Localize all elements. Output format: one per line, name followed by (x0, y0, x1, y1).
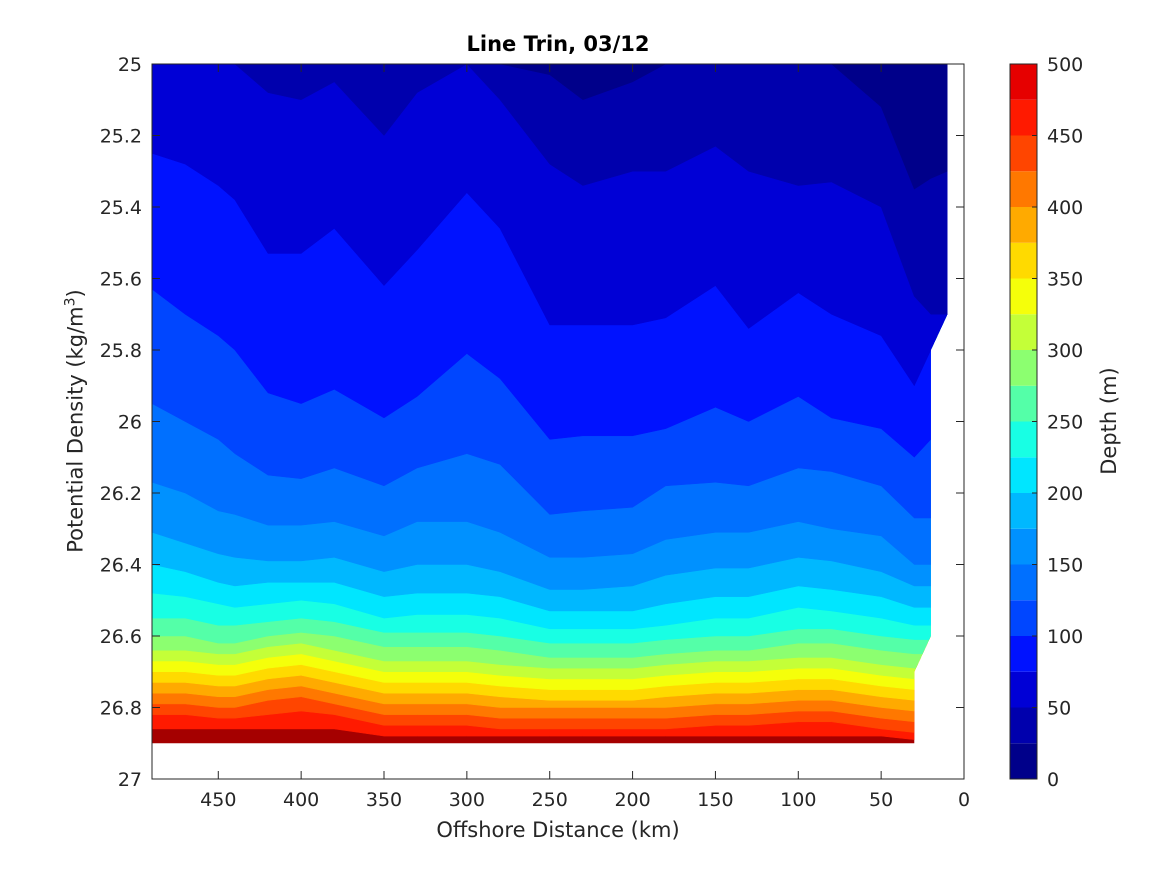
y-tick-label: 25 (118, 54, 142, 76)
y-tick-label: 25.6 (100, 269, 142, 291)
y-tick-label: 26.2 (100, 483, 142, 505)
y-tick-label: 25.8 (100, 340, 142, 362)
x-tick-label: 150 (697, 789, 733, 811)
contour-band-50 (152, 64, 948, 315)
x-tick-label: 300 (449, 789, 485, 811)
colorbar-label: Depth (m) (1097, 367, 1121, 475)
colorbar: 0 50 100 150 200 250 300 350 400 450 500 (1009, 54, 1083, 791)
colorbar-tick-label: 400 (1047, 197, 1083, 219)
colorbar-segment (1010, 64, 1037, 100)
colorbar-segment (1010, 528, 1037, 565)
y-tick-label: 26.8 (100, 698, 142, 720)
x-tick-label: 400 (283, 789, 319, 811)
colorbar-segment (1010, 671, 1037, 708)
y-tick-label: 25.2 (100, 126, 142, 148)
colorbar-tick-label: 0 (1047, 769, 1059, 791)
y-axis-label: Potential Density (kg/m3) (63, 289, 88, 553)
y-tick-label: 26.4 (100, 555, 142, 577)
colorbar-tick-label: 200 (1047, 483, 1083, 505)
y-axis: 25 25.2 25.4 25.6 25.8 26 26.2 26.4 26.6 26.8 27 (100, 54, 964, 791)
contour-band-25 (152, 64, 948, 190)
colorbar-segment (1010, 707, 1037, 744)
x-tick-label: 350 (366, 789, 402, 811)
y-tick-label: 25.4 (100, 197, 142, 219)
colorbar-segment (1010, 135, 1037, 172)
chart-title: Line Trin, 03/12 (466, 32, 650, 56)
colorbar-segment (1010, 421, 1037, 458)
colorbar-segment (1010, 385, 1037, 422)
y-axis-label-superscript: 3 (62, 297, 79, 307)
colorbar-segment (1010, 743, 1037, 779)
colorbar-segment (1010, 207, 1037, 243)
x-tick-label: 50 (869, 789, 893, 811)
colorbar-tick-label: 100 (1047, 626, 1083, 648)
colorbar-segment (1010, 564, 1037, 601)
colorbar-tick-label: 300 (1047, 340, 1083, 362)
colorbar-tick-label: 150 (1047, 555, 1083, 577)
colorbar-segment (1010, 350, 1037, 386)
colorbar-tick-label: 500 (1047, 54, 1083, 76)
colorbar-segment (1010, 600, 1037, 636)
colorbar-tick-label: 50 (1047, 698, 1071, 720)
y-tick-label: 26.6 (100, 626, 142, 648)
x-axis-label: Offshore Distance (km) (436, 818, 680, 842)
x-tick-label: 450 (200, 789, 236, 811)
x-tick-label: 100 (780, 789, 816, 811)
y-tick-label: 27 (118, 769, 142, 791)
colorbar-segment (1010, 457, 1037, 493)
colorbar-segment (1010, 636, 1037, 672)
colorbar-segment (1010, 171, 1037, 207)
y-tick-label: 26 (118, 412, 142, 434)
x-axis: 450 400 350 300 250 200 150 100 50 0 (200, 64, 970, 811)
x-tick-label: 250 (532, 789, 568, 811)
colorbar-tick-label: 250 (1047, 412, 1083, 434)
colorbar-tick-label: 350 (1047, 269, 1083, 291)
contour-fills (152, 64, 948, 744)
colorbar-segment (1010, 278, 1037, 315)
colorbar-tick-label: 450 (1047, 126, 1083, 148)
x-tick-label: 200 (614, 789, 650, 811)
colorbar-segment (1010, 242, 1037, 279)
colorbar-segment (1010, 314, 1037, 350)
y-axis-label-text: Potential Density (kg/m (63, 306, 88, 553)
x-tick-label: 0 (958, 789, 970, 811)
colorbar-segment (1010, 493, 1037, 529)
colorbar-segment (1010, 99, 1037, 136)
y-axis-label-close: ) (63, 289, 88, 298)
